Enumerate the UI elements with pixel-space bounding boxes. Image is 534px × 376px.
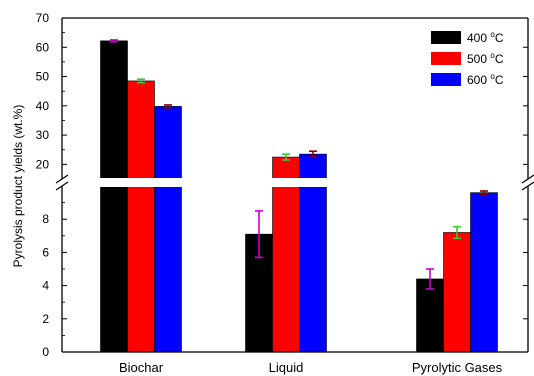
legend-swatch-500 xyxy=(431,52,461,65)
bar-biochar-0 xyxy=(100,40,128,353)
bar-liquid-1 xyxy=(272,156,300,353)
y-ticks: 0 2 4 6 8 20 30 40 50 60 70 xyxy=(36,11,528,359)
y-tick-label: 60 xyxy=(36,40,50,54)
bar-biochar-1 xyxy=(127,80,155,353)
legend: 400 oC 500 oC 600 oC xyxy=(431,30,504,87)
legend-label-400: 400 oC xyxy=(467,30,504,45)
axes xyxy=(55,17,534,353)
y-axis-label: Pyrolysis product yields (wt.%) xyxy=(11,105,25,268)
error-bars-layer xyxy=(110,39,488,290)
bar-pyrolytic-gases-2 xyxy=(470,192,498,353)
y-tick-label: 4 xyxy=(42,279,49,293)
break-marker-right-bottom xyxy=(521,181,534,191)
y-tick-label: 2 xyxy=(42,312,49,326)
legend-swatch-400 xyxy=(431,31,461,44)
bar-pyrolytic-gases-0 xyxy=(416,278,444,353)
axis-break-band xyxy=(55,178,534,187)
x-category-labels: Biochar Liquid Pyrolytic Gases xyxy=(119,360,503,375)
x-category-label: Pyrolytic Gases xyxy=(412,360,503,375)
y-tick-label: 30 xyxy=(36,128,50,142)
break-marker-left-bottom xyxy=(55,181,69,191)
break-marker-left-top xyxy=(55,174,69,184)
legend-label-500: 500 oC xyxy=(467,51,504,66)
bars-layer xyxy=(100,40,498,353)
x-category-label: Biochar xyxy=(119,360,164,375)
legend-label-600: 600 oC xyxy=(467,72,504,87)
break-marker-right-top xyxy=(521,174,534,184)
bar-pyrolytic-gases-1 xyxy=(443,232,471,353)
y-tick-label: 0 xyxy=(42,345,49,359)
y-tick-label: 70 xyxy=(36,11,50,25)
x-category-label: Liquid xyxy=(269,360,304,375)
y-tick-label: 50 xyxy=(36,70,50,84)
y-tick-label: 8 xyxy=(42,212,49,226)
y-tick-label: 40 xyxy=(36,99,50,113)
legend-swatch-600 xyxy=(431,73,461,86)
y-tick-label: 20 xyxy=(36,157,50,171)
y-tick-label: 6 xyxy=(42,245,49,259)
bar-biochar-2 xyxy=(154,106,182,353)
